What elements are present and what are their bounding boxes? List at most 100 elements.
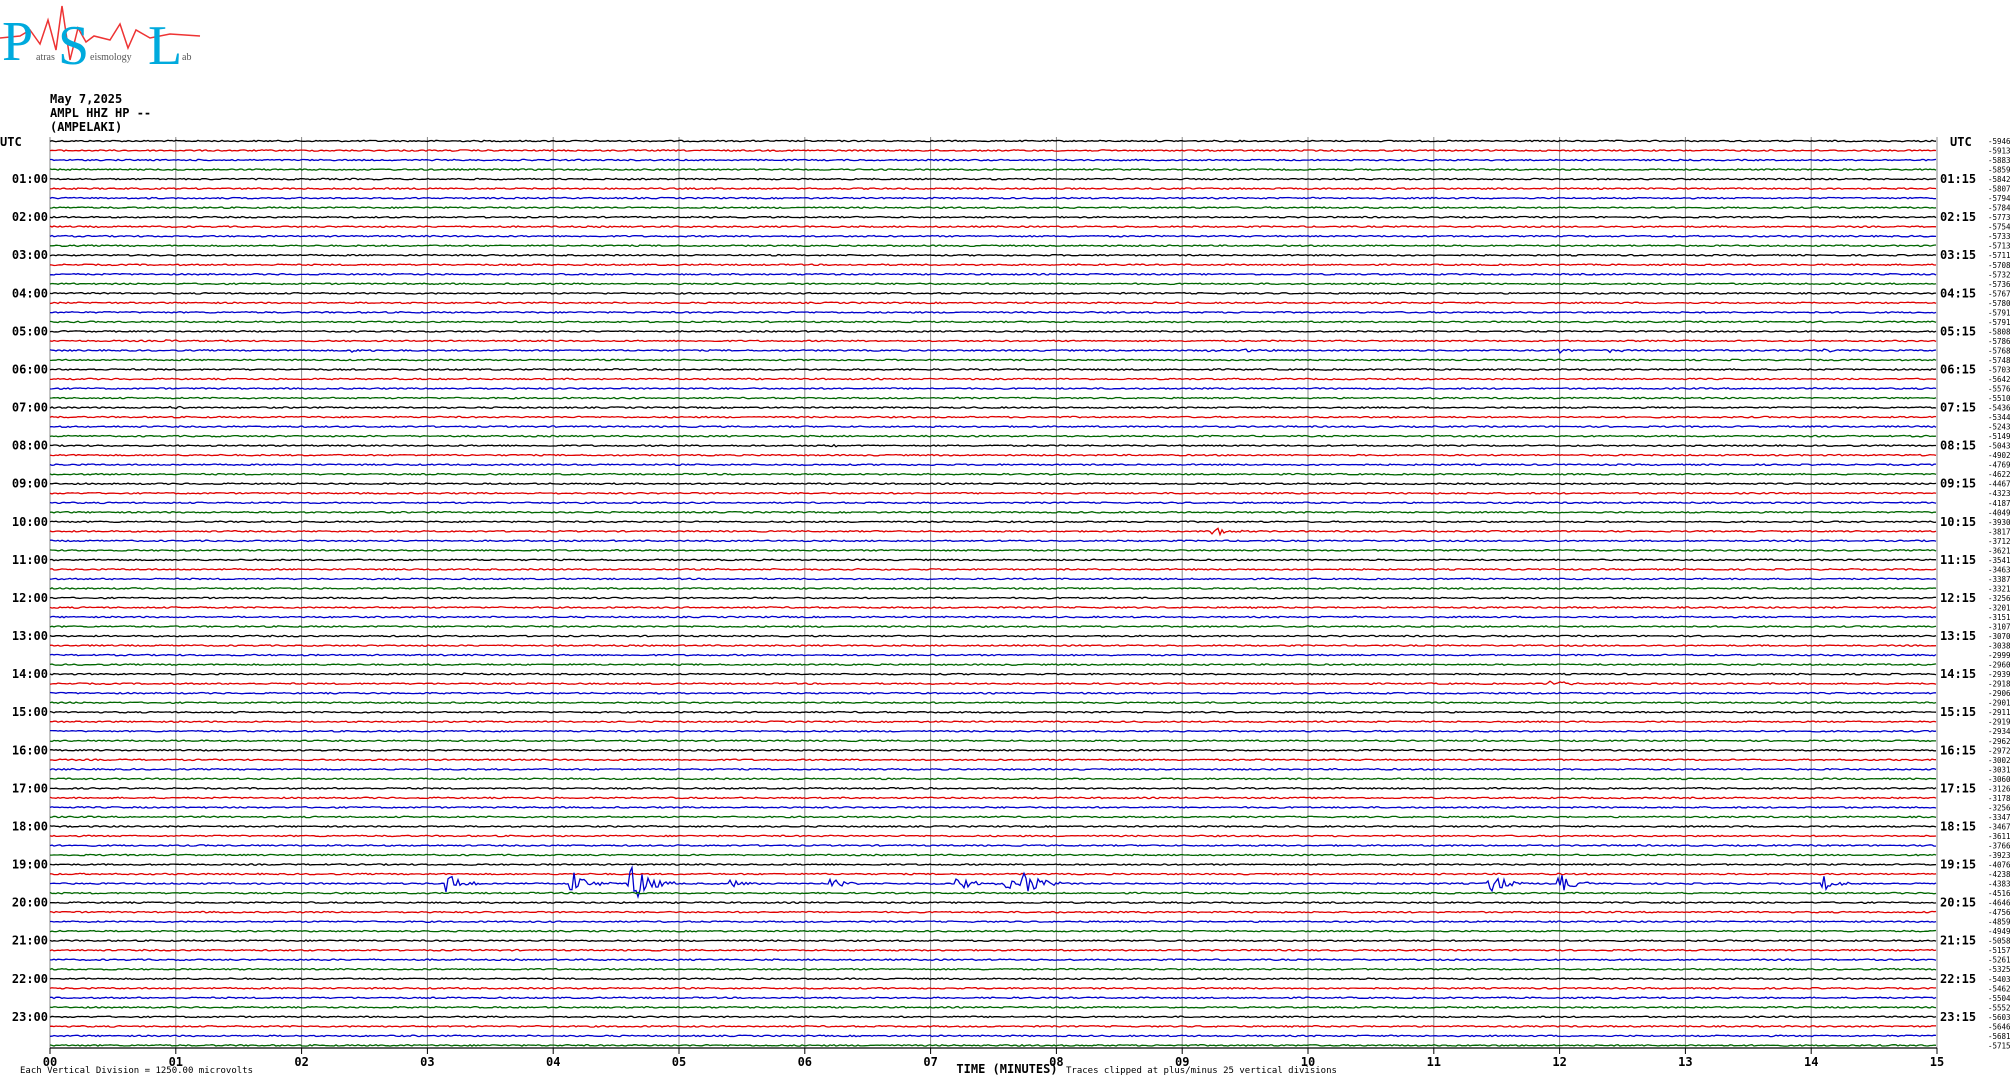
seismic-trace bbox=[49, 472, 1937, 476]
seismic-trace bbox=[49, 815, 1937, 819]
trace-offset-label: -5510 bbox=[1988, 394, 2010, 403]
seismic-trace bbox=[49, 491, 1937, 495]
seismic-trace bbox=[49, 453, 1937, 457]
trace-offset-label: -3817 bbox=[1988, 527, 2010, 536]
right-hour-label: 08:15 bbox=[1940, 439, 1976, 453]
trace-offset-label: -2901 bbox=[1988, 699, 2010, 708]
seismic-trace bbox=[49, 967, 1937, 971]
seismic-trace bbox=[49, 834, 1937, 838]
trace-offset-label: -3463 bbox=[1988, 565, 2010, 574]
trace-offset-label: -5807 bbox=[1988, 185, 2010, 194]
trace-offset-label: -5732 bbox=[1988, 270, 2010, 279]
right-hour-label: 03:15 bbox=[1940, 248, 1976, 262]
x-axis-title: TIME (MINUTES) bbox=[956, 1062, 1057, 1076]
trace-offset-label: -5646 bbox=[1988, 1022, 2010, 1031]
trace-offset-label: -3387 bbox=[1988, 575, 2010, 584]
trace-offset-label: -3467 bbox=[1988, 822, 2010, 831]
trace-offset-label: -5462 bbox=[1988, 984, 2010, 993]
trace-offset-label: -5794 bbox=[1988, 194, 2010, 203]
seismic-trace bbox=[49, 310, 1937, 314]
seismic-trace bbox=[49, 168, 1937, 172]
x-tick-label: 06 bbox=[798, 1055, 812, 1069]
seismic-trace bbox=[49, 758, 1937, 762]
right-hour-label: 18:15 bbox=[1940, 819, 1976, 833]
seismic-trace bbox=[49, 234, 1937, 238]
seismic-trace bbox=[49, 929, 1937, 933]
trace-offset-label: -5715 bbox=[1988, 1041, 2010, 1050]
trace-offset-label: -4383 bbox=[1988, 880, 2010, 889]
trace-offset-label: -5784 bbox=[1988, 204, 2010, 213]
header-name: (AMPELAKI) bbox=[50, 120, 123, 134]
trace-offset-label: -4323 bbox=[1988, 489, 2010, 498]
seismic-trace bbox=[49, 215, 1937, 219]
trace-offset-label: -5149 bbox=[1988, 432, 2010, 441]
seismic-trace bbox=[49, 387, 1937, 390]
trace-offset-label: -2962 bbox=[1988, 737, 2010, 746]
seismic-trace bbox=[50, 996, 1937, 1000]
seismic-trace bbox=[49, 1034, 1937, 1038]
left-hour-label: 19:00 bbox=[12, 858, 48, 872]
seismic-trace bbox=[50, 786, 1937, 790]
seismic-trace bbox=[49, 320, 1937, 324]
seismic-trace bbox=[49, 548, 1937, 552]
x-tick-label: 01 bbox=[169, 1055, 183, 1069]
left-hour-label: 17:00 bbox=[12, 781, 48, 795]
seismic-trace bbox=[49, 1043, 1937, 1047]
right-hour-label: 16:15 bbox=[1940, 743, 1976, 757]
trace-offset-label: -3002 bbox=[1988, 756, 2010, 765]
trace-offset-label: -5859 bbox=[1988, 166, 2010, 175]
right-hour-label: 17:15 bbox=[1940, 781, 1976, 795]
trace-offset-label: -5713 bbox=[1988, 242, 2010, 251]
seismic-trace bbox=[50, 729, 1937, 733]
trace-offset-label: -3321 bbox=[1988, 584, 2010, 593]
seismic-trace bbox=[49, 663, 1937, 667]
seismic-trace bbox=[49, 701, 1937, 705]
seismic-trace bbox=[49, 910, 1937, 914]
x-tick-label: 11 bbox=[1427, 1055, 1441, 1069]
trace-offset-label: -2972 bbox=[1988, 746, 2010, 755]
seismic-trace bbox=[50, 510, 1937, 514]
seismic-trace bbox=[49, 977, 1937, 981]
left-hour-label: 02:00 bbox=[12, 210, 48, 224]
trace-offset-label: -4859 bbox=[1988, 918, 2010, 927]
x-tick-label: 13 bbox=[1678, 1055, 1692, 1069]
left-hour-label: 03:00 bbox=[12, 248, 48, 262]
trace-offset-label: -3347 bbox=[1988, 813, 2010, 822]
right-hour-label: 04:15 bbox=[1940, 286, 1976, 300]
seismic-trace bbox=[50, 539, 1937, 543]
trace-offset-label: -3611 bbox=[1988, 832, 2010, 841]
right-hour-label: 05:15 bbox=[1940, 324, 1976, 338]
seismic-trace bbox=[49, 368, 1937, 371]
trace-offset-label: -5642 bbox=[1988, 375, 2010, 384]
logo-word-3: ab bbox=[182, 52, 191, 63]
left-hour-label: 08:00 bbox=[12, 439, 48, 453]
logo-word-1: atras bbox=[36, 52, 55, 63]
seismic-trace bbox=[49, 739, 1936, 743]
trace-offset-label: -5261 bbox=[1988, 956, 2010, 965]
trace-offset-label: -5436 bbox=[1988, 404, 2010, 413]
trace-offset-label: -2906 bbox=[1988, 689, 2010, 698]
seismic-trace bbox=[49, 680, 1937, 686]
trace-offset-label: -4902 bbox=[1988, 451, 2010, 460]
trace-offset-label: -5808 bbox=[1988, 327, 2010, 336]
seismic-trace bbox=[49, 415, 1937, 419]
trace-offset-label: -4622 bbox=[1988, 470, 2010, 479]
trace-offset-label: -5681 bbox=[1988, 1032, 2010, 1041]
seismic-trace bbox=[49, 434, 1937, 438]
seismic-trace bbox=[49, 865, 1937, 900]
left-hour-label: 20:00 bbox=[12, 896, 48, 910]
logo-letter-p: P bbox=[2, 11, 33, 72]
right-hour-label: 06:15 bbox=[1940, 362, 1976, 376]
trace-offset-label: -4076 bbox=[1988, 861, 2010, 870]
left-hour-label: 11:00 bbox=[12, 553, 48, 567]
trace-offset-label: -5736 bbox=[1988, 280, 2010, 289]
trace-offset-label: -3766 bbox=[1988, 841, 2010, 850]
trace-offset-label: -3031 bbox=[1988, 765, 2010, 774]
seismic-trace bbox=[49, 653, 1937, 657]
trace-offset-label: -3712 bbox=[1988, 537, 2010, 546]
x-tick-label: 10 bbox=[1301, 1055, 1315, 1069]
trace-offset-label: -2960 bbox=[1988, 661, 2010, 670]
seismic-trace bbox=[49, 282, 1937, 286]
logo-letter-s: S bbox=[58, 15, 89, 72]
seismic-trace bbox=[49, 634, 1937, 638]
